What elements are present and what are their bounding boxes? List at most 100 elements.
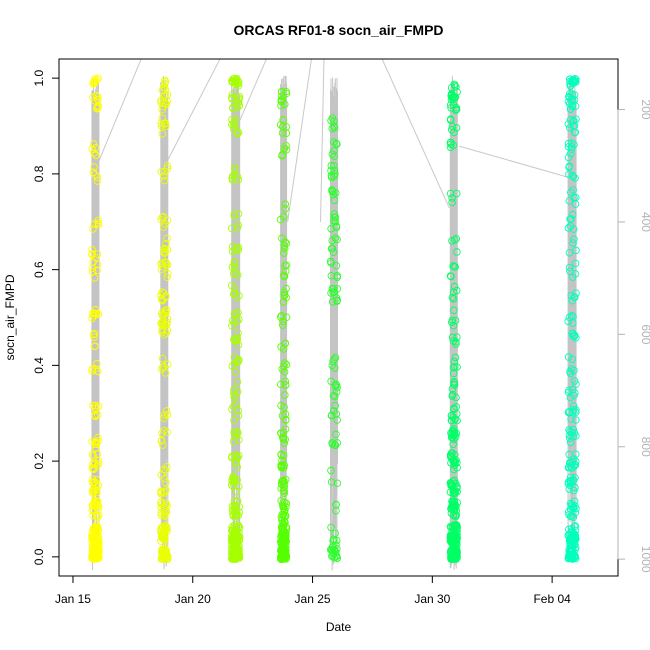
data-point	[569, 210, 577, 219]
data-point	[453, 459, 461, 467]
data-point	[234, 246, 242, 255]
data-point	[231, 502, 240, 510]
data-point	[446, 115, 455, 123]
data-point	[88, 249, 96, 258]
data-point	[230, 393, 238, 402]
data-point	[565, 458, 574, 467]
data-point	[163, 273, 171, 282]
data-point	[160, 172, 168, 180]
data-point	[330, 166, 339, 175]
data-point	[160, 521, 169, 530]
data-point	[446, 143, 455, 152]
data-point	[569, 476, 578, 484]
data-point	[278, 92, 286, 100]
data-point	[565, 249, 574, 257]
data-point	[565, 163, 573, 171]
data-point	[227, 481, 236, 490]
pressure-transit-layer	[96, 59, 568, 223]
data-point	[565, 434, 574, 442]
data-point	[281, 391, 289, 399]
data-point	[229, 316, 237, 325]
data-point	[566, 75, 574, 83]
data-point	[159, 363, 167, 371]
data-point	[282, 313, 291, 322]
data-point	[451, 263, 459, 271]
data-point	[89, 225, 97, 233]
data-point	[89, 331, 98, 339]
data-point	[93, 266, 101, 275]
data-point	[333, 544, 341, 553]
data-point	[159, 102, 167, 111]
data-point	[280, 288, 289, 297]
data-point	[234, 329, 242, 337]
y-axis-label: socn_air_FMPD	[3, 274, 17, 360]
data-point	[278, 234, 286, 243]
data-point	[88, 245, 96, 254]
data-point	[230, 359, 239, 368]
data-point	[161, 76, 169, 85]
data-point	[158, 130, 167, 138]
data-point	[566, 116, 575, 124]
data-point	[566, 149, 575, 158]
data-point	[331, 401, 339, 410]
data-point	[163, 554, 171, 563]
data-point	[331, 529, 339, 538]
data-point	[231, 246, 239, 255]
right-tick-label: 800	[639, 437, 650, 457]
data-point	[569, 186, 578, 194]
data-point	[229, 477, 238, 485]
data-point	[447, 125, 456, 134]
data-point	[281, 530, 289, 539]
data-point	[160, 263, 168, 271]
data-point	[228, 243, 237, 251]
data-point	[162, 261, 171, 269]
data-point	[93, 360, 101, 368]
data-point	[227, 224, 236, 233]
data-point	[234, 271, 242, 279]
data-point	[162, 549, 171, 557]
data-point	[450, 404, 458, 413]
data-point	[277, 97, 286, 106]
data-point	[564, 508, 573, 516]
data-point	[234, 128, 243, 137]
data-point	[565, 485, 573, 493]
data-point	[91, 306, 100, 314]
data-point	[161, 247, 169, 256]
data-point	[329, 551, 337, 559]
data-point	[90, 149, 98, 157]
data-point	[88, 501, 97, 509]
data-point	[234, 308, 242, 317]
data-point	[159, 223, 168, 231]
data-point	[451, 546, 459, 554]
data-point	[231, 121, 239, 129]
data-point	[452, 456, 460, 464]
data-point	[93, 411, 102, 419]
data-point	[162, 239, 170, 248]
data-point	[278, 150, 287, 159]
data-point	[157, 533, 166, 542]
data-point	[571, 259, 580, 268]
x-axis-label: Date	[326, 620, 352, 634]
data-point	[333, 285, 342, 293]
data-point	[568, 98, 576, 106]
data-point	[568, 102, 577, 111]
data-point	[233, 103, 241, 112]
data-point	[450, 93, 458, 102]
data-point	[161, 119, 170, 128]
data-point	[228, 454, 236, 462]
data-point	[89, 507, 98, 515]
data-point	[163, 411, 172, 419]
data-point	[564, 97, 573, 106]
data-point	[276, 313, 285, 321]
data-point	[90, 220, 99, 228]
data-point	[446, 189, 455, 198]
data-point	[279, 298, 288, 306]
data-point	[93, 547, 102, 555]
data-point	[281, 377, 290, 386]
data-point	[566, 222, 575, 230]
data-point	[569, 122, 578, 130]
data-point	[229, 75, 238, 83]
data-point	[569, 402, 578, 410]
data-point	[88, 532, 96, 540]
data-point	[281, 425, 290, 433]
